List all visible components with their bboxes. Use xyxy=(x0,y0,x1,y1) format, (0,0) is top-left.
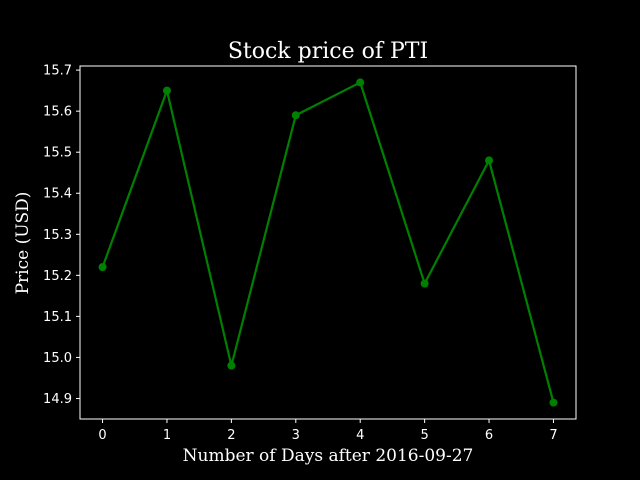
x-axis-label: Number of Days after 2016-09-27 xyxy=(183,446,474,466)
y-tick-label: 15.4 xyxy=(43,187,72,202)
x-tick-label: 0 xyxy=(98,428,106,443)
price-data-point xyxy=(162,86,171,95)
price-data-point xyxy=(485,156,494,165)
price-data-point xyxy=(227,361,236,370)
y-tick-label: 15.1 xyxy=(43,310,72,325)
plot-frame xyxy=(79,65,577,420)
y-tick-label: 15.2 xyxy=(43,269,72,284)
x-tick-label: 5 xyxy=(420,428,428,443)
y-axis-label: Price (USD) xyxy=(13,192,33,295)
x-tick-label: 3 xyxy=(292,428,300,443)
y-tick-label: 15.3 xyxy=(43,228,72,243)
price-data-point xyxy=(291,111,300,120)
y-tick-label: 15.5 xyxy=(43,146,72,161)
chart-title: Stock price of PTI xyxy=(228,39,428,64)
price-data-point xyxy=(420,279,429,288)
y-tick-label: 14.9 xyxy=(43,392,72,407)
x-tick-label: 4 xyxy=(356,428,364,443)
price-data-point xyxy=(549,398,558,407)
x-tick-label: 2 xyxy=(227,428,235,443)
y-tick-label: 15.0 xyxy=(43,351,72,366)
y-tick-label: 15.7 xyxy=(43,64,72,79)
price-series-line xyxy=(101,81,555,403)
plot-area: 0 1 2 3 4 5 6 7 14.9 15.0 15.1 15.2 15.3 15.4 15.5 15.6… xyxy=(43,64,577,443)
x-tick-label: 1 xyxy=(163,428,171,443)
x-tick-label: 7 xyxy=(549,428,557,443)
y-tick-label: 15.6 xyxy=(43,105,72,120)
price-data-point xyxy=(356,78,365,87)
x-tick-label: 6 xyxy=(485,428,493,443)
price-data-point xyxy=(98,263,107,272)
